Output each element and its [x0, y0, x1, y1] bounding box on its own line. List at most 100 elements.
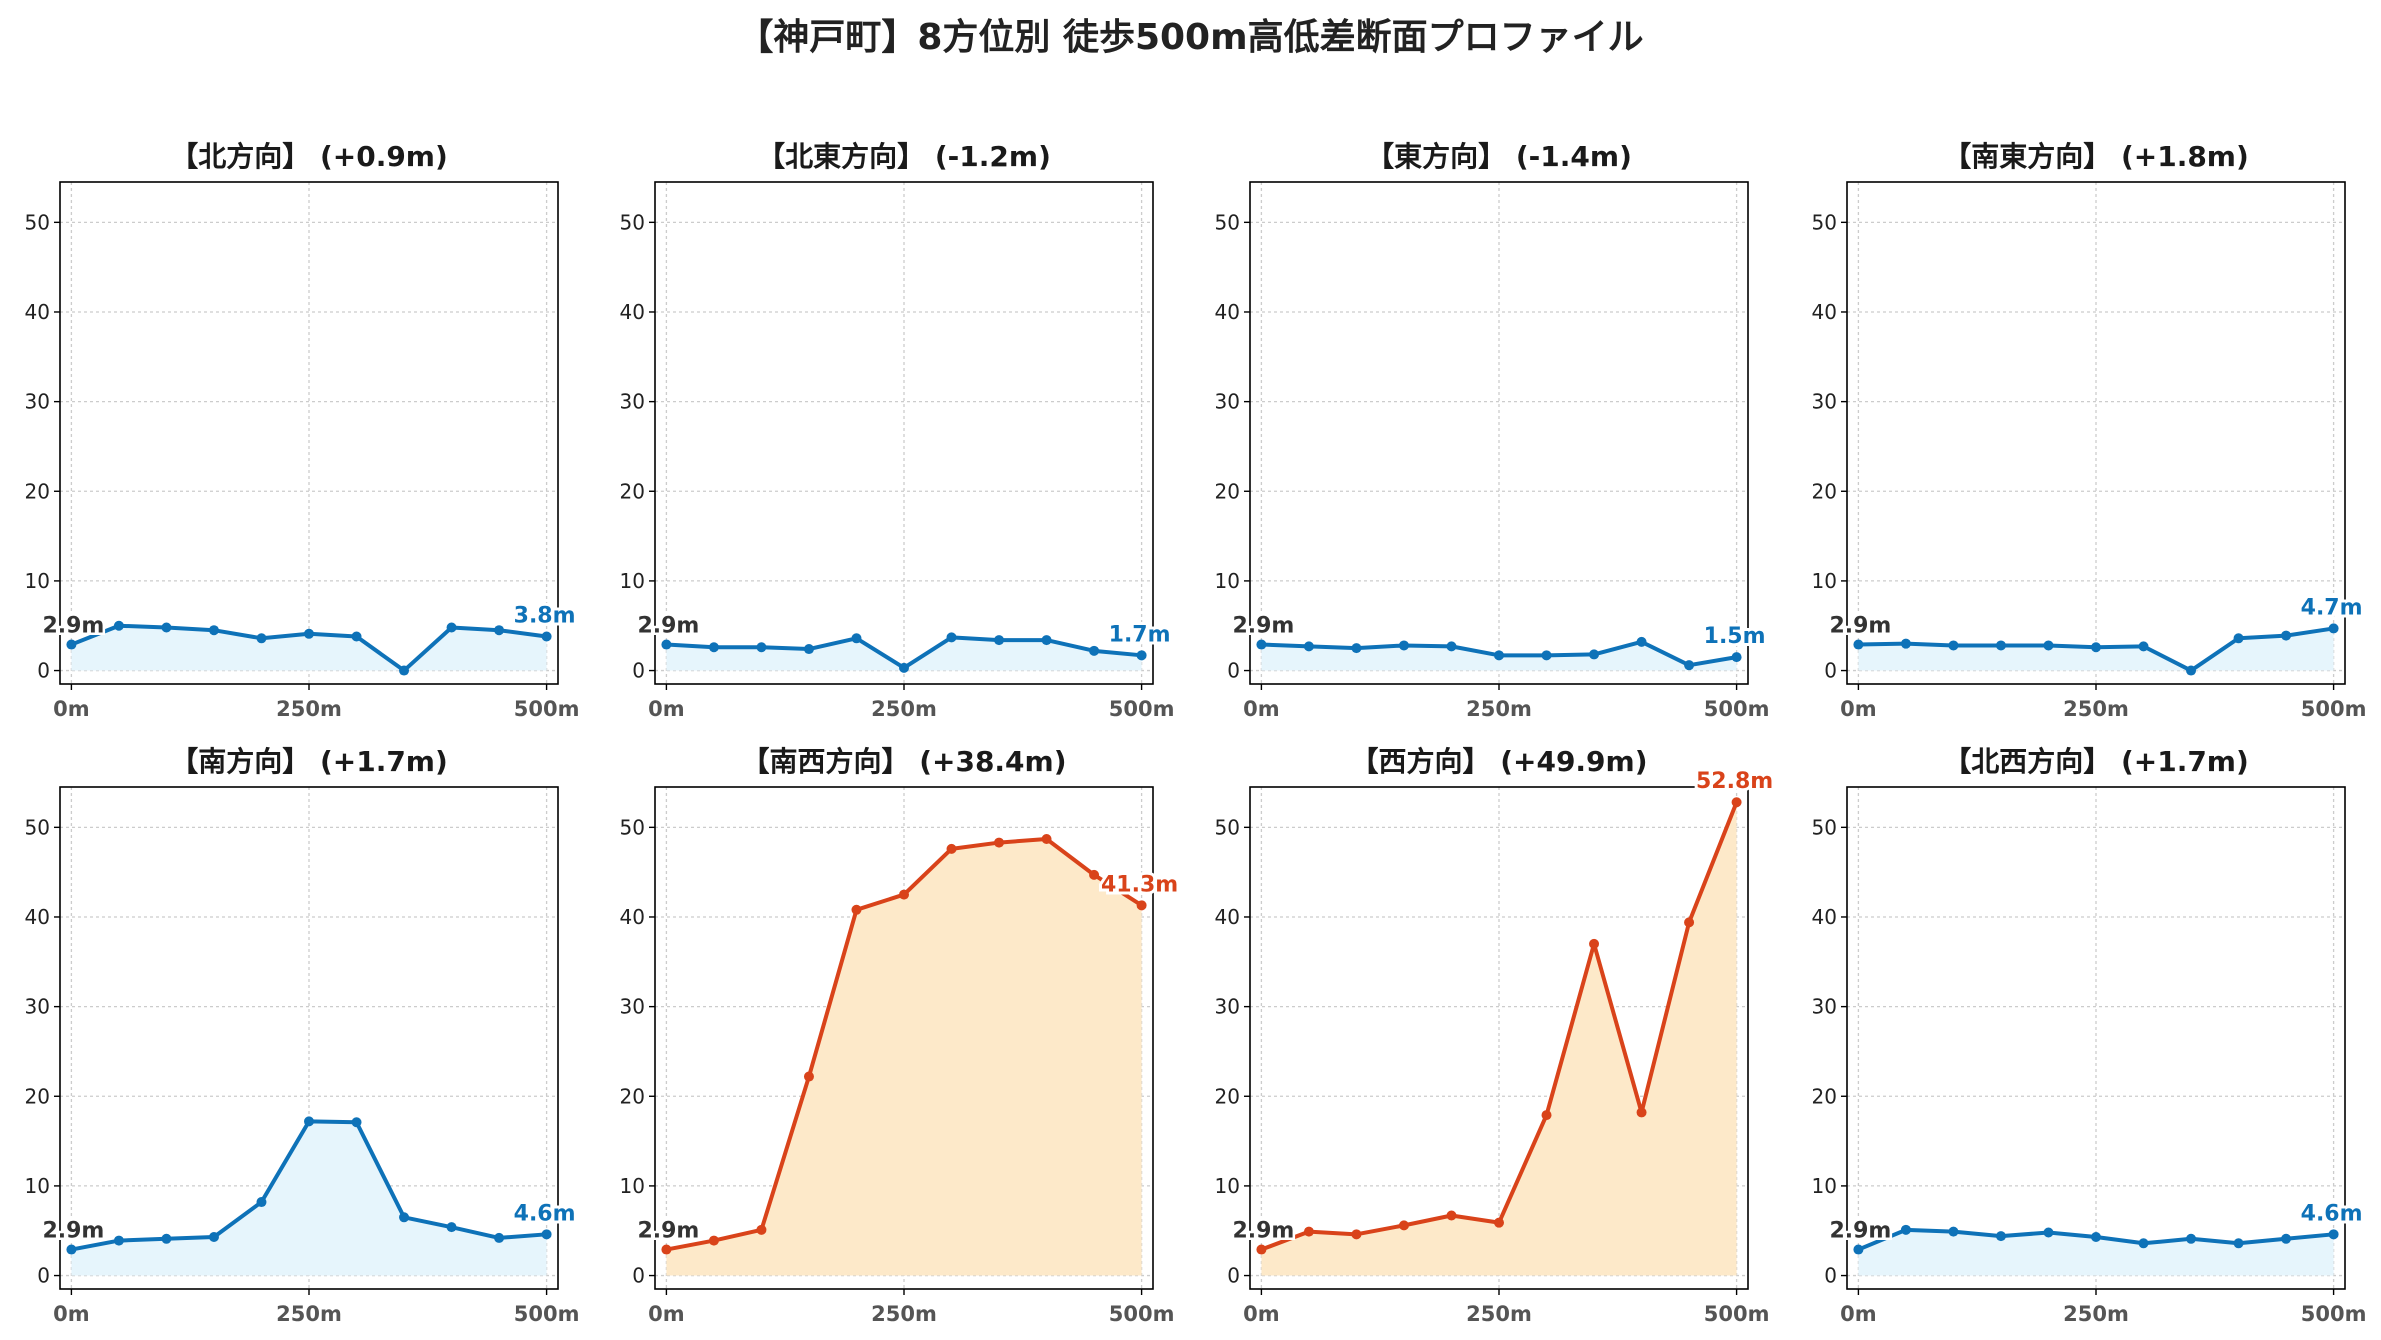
- data-point: [1853, 639, 1864, 650]
- start-elevation-label: 2.9m: [637, 614, 699, 639]
- start-elevation-label: 2.9m: [1232, 614, 1294, 639]
- y-tick-label: 30: [1215, 995, 1240, 1019]
- data-point: [113, 1235, 124, 1246]
- subplot-title: 【東方向】 (-1.4m): [1366, 140, 1632, 173]
- y-tick-label: 10: [1812, 569, 1837, 593]
- data-point: [1398, 1220, 1409, 1231]
- data-point: [756, 1224, 767, 1235]
- data-point: [708, 642, 719, 653]
- data-point: [304, 1116, 314, 1127]
- figure-title: 【神戸町】8方位別 徒歩500m高低差断面プロファイル: [737, 17, 1644, 58]
- end-elevation-label: 4.6m: [2301, 1201, 2363, 1226]
- x-tick-label: 0m: [648, 697, 685, 721]
- y-tick-label: 20: [25, 1084, 50, 1108]
- subplot-title: 【北西方向】 (+1.7m): [1943, 745, 2249, 778]
- data-point: [756, 642, 767, 653]
- y-tick-label: 0: [632, 1264, 645, 1288]
- data-point: [661, 639, 672, 650]
- y-tick-label: 30: [1812, 390, 1837, 414]
- y-tick-label: 50: [1812, 210, 1837, 234]
- y-tick-label: 30: [1812, 995, 1837, 1019]
- data-point: [446, 1222, 457, 1233]
- data-point: [1136, 900, 1147, 911]
- x-tick-label: 500m: [514, 697, 580, 721]
- start-elevation-label: 2.9m: [1829, 614, 1891, 639]
- data-point: [1731, 797, 1742, 808]
- data-point: [1303, 1226, 1314, 1237]
- start-elevation-label: 2.9m: [1232, 1219, 1294, 1244]
- data-point: [208, 625, 219, 636]
- end-elevation-label: 4.6m: [514, 1201, 576, 1226]
- y-tick-label: 0: [1227, 1264, 1240, 1288]
- data-point: [1351, 1229, 1362, 1240]
- y-tick-label: 0: [1824, 659, 1837, 683]
- y-tick-label: 50: [1215, 210, 1240, 234]
- data-point: [1589, 649, 1600, 660]
- x-tick-label: 500m: [1109, 697, 1175, 721]
- data-point: [1900, 1224, 1911, 1235]
- y-tick-label: 30: [25, 995, 50, 1019]
- end-elevation-label: 3.8m: [514, 603, 576, 628]
- data-point: [1041, 833, 1052, 844]
- y-tick-label: 30: [620, 995, 645, 1019]
- end-elevation-label: 41.3m: [1101, 872, 1178, 897]
- data-point: [256, 1197, 267, 1208]
- x-tick-label: 0m: [53, 1302, 90, 1326]
- x-tick-label: 250m: [1466, 697, 1532, 721]
- x-tick-label: 0m: [1243, 1302, 1280, 1326]
- data-point: [161, 622, 172, 633]
- data-point: [2186, 1233, 2197, 1244]
- data-point: [899, 889, 909, 900]
- data-point: [2091, 642, 2101, 653]
- subplot-title: 【南西方向】 (+38.4m): [741, 745, 1066, 778]
- data-point: [1900, 638, 1911, 649]
- y-tick-label: 40: [1812, 300, 1837, 324]
- data-point: [2328, 623, 2339, 634]
- data-point: [1136, 650, 1147, 661]
- start-elevation-label: 2.9m: [1829, 1219, 1891, 1244]
- y-tick-label: 40: [25, 905, 50, 929]
- data-point: [2328, 1229, 2339, 1240]
- x-tick-label: 250m: [871, 697, 937, 721]
- data-point: [946, 843, 957, 854]
- data-point: [1684, 917, 1695, 928]
- data-point: [1731, 652, 1742, 663]
- y-tick-label: 0: [1824, 1264, 1837, 1288]
- data-point: [446, 622, 457, 633]
- x-tick-label: 500m: [1704, 1302, 1770, 1326]
- start-elevation-label: 2.9m: [42, 614, 104, 639]
- y-tick-label: 20: [1812, 479, 1837, 503]
- data-point: [1494, 650, 1504, 661]
- y-tick-label: 40: [25, 300, 50, 324]
- subplot-title: 【南方向】 (+1.7m): [170, 745, 448, 778]
- data-point: [2138, 641, 2149, 652]
- data-point: [1995, 1231, 2006, 1242]
- y-tick-label: 0: [37, 1264, 50, 1288]
- data-point: [113, 620, 124, 631]
- y-tick-label: 30: [620, 390, 645, 414]
- data-point: [1351, 643, 1362, 654]
- start-elevation-label: 2.9m: [42, 1219, 104, 1244]
- x-tick-label: 500m: [2301, 1302, 2367, 1326]
- y-tick-label: 30: [1215, 390, 1240, 414]
- y-tick-label: 20: [620, 479, 645, 503]
- profile-area: [1261, 802, 1737, 1276]
- end-elevation-label: 4.7m: [2301, 595, 2363, 620]
- data-point: [1853, 1244, 1864, 1255]
- x-tick-label: 500m: [1704, 697, 1770, 721]
- x-tick-label: 0m: [53, 697, 90, 721]
- x-tick-label: 0m: [1243, 697, 1280, 721]
- x-tick-label: 500m: [1109, 1302, 1175, 1326]
- y-tick-label: 50: [620, 210, 645, 234]
- y-tick-label: 10: [1215, 569, 1240, 593]
- data-point: [2186, 665, 2197, 676]
- data-point: [1948, 640, 1959, 651]
- y-tick-label: 40: [1215, 905, 1240, 929]
- data-point: [494, 625, 505, 636]
- data-point: [399, 1212, 410, 1223]
